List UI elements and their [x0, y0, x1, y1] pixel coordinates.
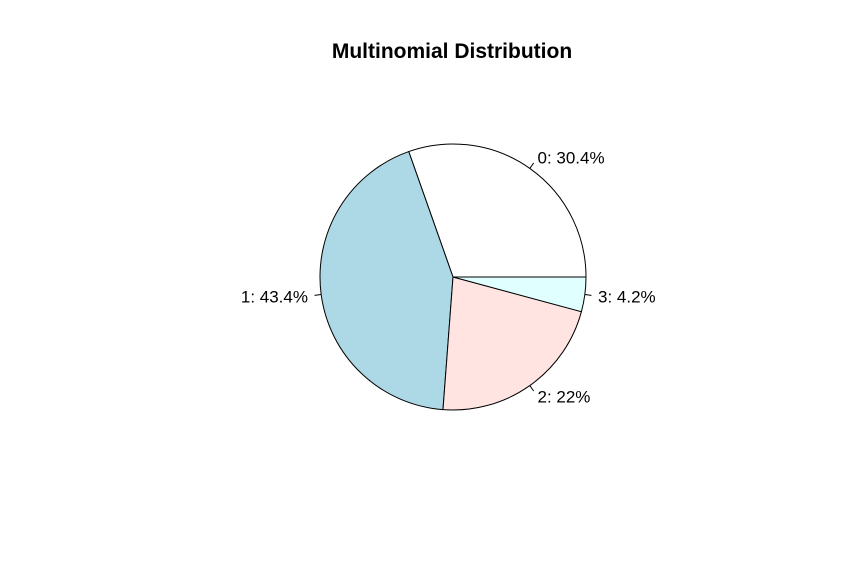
pie-slice-0: [408, 143, 587, 278]
leader-lines-layer: [314, 162, 592, 392]
leader-line-1: [314, 294, 322, 296]
slices-layer: [319, 143, 587, 411]
leader-line-3: [584, 294, 592, 296]
slice-label-2: 2: 22%: [538, 387, 591, 406]
slice-label-0: 0: 30.4%: [538, 149, 605, 168]
chart-title: Multinomial Distribution: [332, 40, 572, 63]
leader-line-2: [529, 385, 535, 392]
pie-slice-1: [319, 150, 454, 411]
slice-label-3: 3: 4.2%: [598, 287, 656, 306]
slice-label-1: 1: 43.4%: [241, 287, 308, 306]
slice-labels-layer: 0: 30.4% 1: 43.4% 2: 22% 3: 4.2%: [241, 149, 656, 407]
leader-line-0: [529, 162, 535, 169]
